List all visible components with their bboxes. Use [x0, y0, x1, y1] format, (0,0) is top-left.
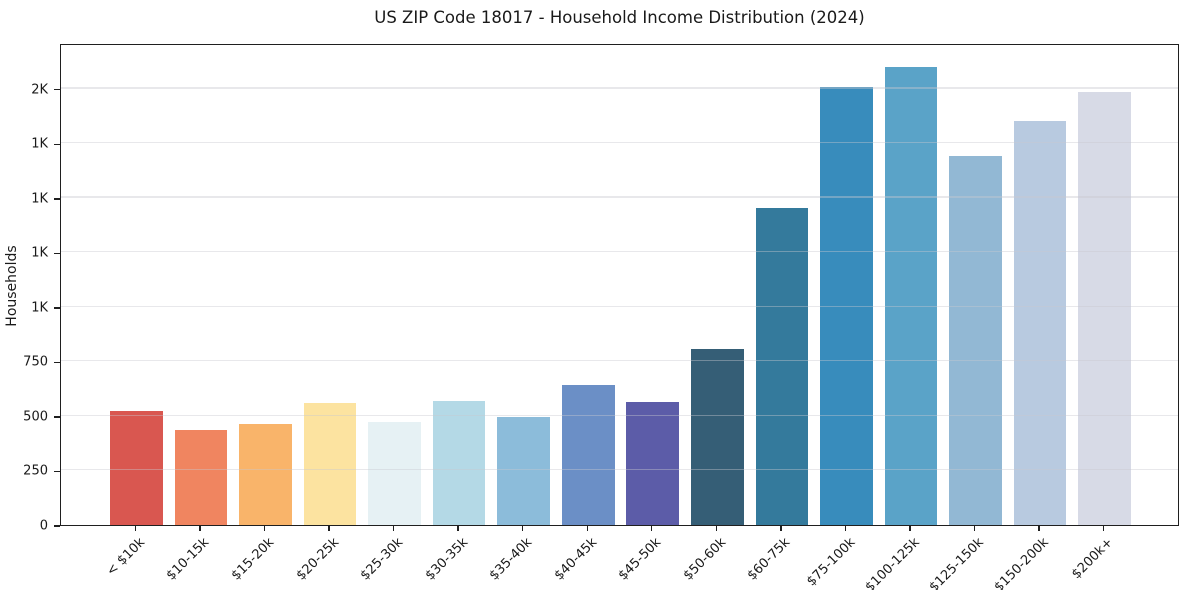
y-tick-label: 2K — [31, 82, 48, 98]
y-tick-mark — [54, 89, 60, 91]
gridline — [61, 251, 1178, 253]
y-tick-mark — [54, 525, 60, 527]
x-tick-label: $200k+ — [1069, 535, 1117, 583]
x-tick-label: $40-45k — [551, 535, 600, 584]
x-tick-mark — [457, 526, 459, 531]
chart-title: US ZIP Code 18017 - Household Income Dis… — [374, 8, 865, 27]
bar — [368, 422, 421, 525]
gridline — [61, 87, 1178, 89]
x-tick-mark — [328, 526, 330, 531]
x-tick-mark — [973, 526, 976, 531]
x-tick-label: $75-100k — [803, 535, 858, 590]
bar — [110, 410, 163, 525]
x-tick-label: < $10k — [104, 535, 149, 580]
y-tick-mark — [54, 198, 60, 200]
x-tick-label: $125-150k — [926, 535, 988, 590]
bar — [174, 430, 228, 525]
x-tick-mark — [586, 526, 588, 531]
y-tick-label: 500 — [23, 409, 48, 425]
x-tick-mark — [844, 526, 847, 531]
bar — [1013, 121, 1067, 525]
gridline — [61, 469, 1178, 471]
bar — [497, 417, 550, 525]
x-tick-label: $10-15k — [164, 535, 213, 584]
x-tick-label: $50-60k — [680, 535, 729, 584]
x-tick-label: $45-50k — [615, 535, 665, 584]
x-tick-label: $100-125k — [862, 535, 923, 590]
x-tick-mark — [1038, 526, 1040, 531]
gridline — [61, 196, 1178, 198]
bar — [949, 155, 1002, 525]
bar — [432, 401, 486, 525]
x-tick-mark — [263, 526, 266, 531]
bar — [1078, 91, 1131, 525]
plot-area — [60, 44, 1179, 526]
x-tick-label: $20-25k — [293, 535, 342, 584]
bar — [626, 402, 680, 525]
gridline — [61, 141, 1178, 144]
gridline — [61, 360, 1178, 362]
y-tick-mark — [54, 416, 60, 418]
bar — [884, 67, 938, 525]
y-tick-mark — [54, 143, 60, 146]
bar — [303, 402, 357, 525]
x-tick-mark — [1102, 526, 1105, 531]
bar — [561, 384, 615, 525]
y-tick-mark — [54, 252, 60, 255]
y-tick-mark — [54, 361, 60, 364]
y-tick-label: 1K — [31, 300, 48, 316]
x-tick-mark — [199, 526, 201, 531]
x-tick-label: $15-20k — [228, 535, 278, 584]
gridline — [61, 414, 1178, 416]
x-tick-label: $35-40k — [486, 535, 536, 584]
x-tick-mark — [780, 526, 782, 531]
x-tick-mark — [909, 526, 911, 531]
bar — [755, 208, 809, 525]
y-tick-label: 750 — [23, 354, 48, 370]
x-tick-label: $150-200k — [991, 535, 1052, 590]
x-tick-label: $30-35k — [422, 535, 471, 584]
x-tick-mark — [522, 526, 524, 531]
y-tick-label: 1K — [31, 136, 48, 152]
x-tick-mark — [715, 526, 717, 531]
gridline — [61, 305, 1178, 307]
x-tick-mark — [392, 526, 395, 531]
x-tick-label: $25-30k — [357, 535, 407, 584]
x-tick-mark — [134, 526, 137, 531]
x-tick-label: $60-75k — [744, 535, 794, 584]
y-tick-label: 250 — [23, 463, 48, 479]
y-tick-label: 1K — [31, 245, 48, 261]
bar — [691, 349, 744, 525]
y-tick-label: 0 — [39, 518, 48, 534]
y-tick-mark — [54, 307, 60, 309]
x-tick-mark — [651, 526, 653, 531]
y-tick-mark — [54, 470, 60, 473]
bar — [820, 86, 873, 525]
bar — [239, 424, 292, 525]
y-tick-label: 1K — [31, 191, 48, 207]
